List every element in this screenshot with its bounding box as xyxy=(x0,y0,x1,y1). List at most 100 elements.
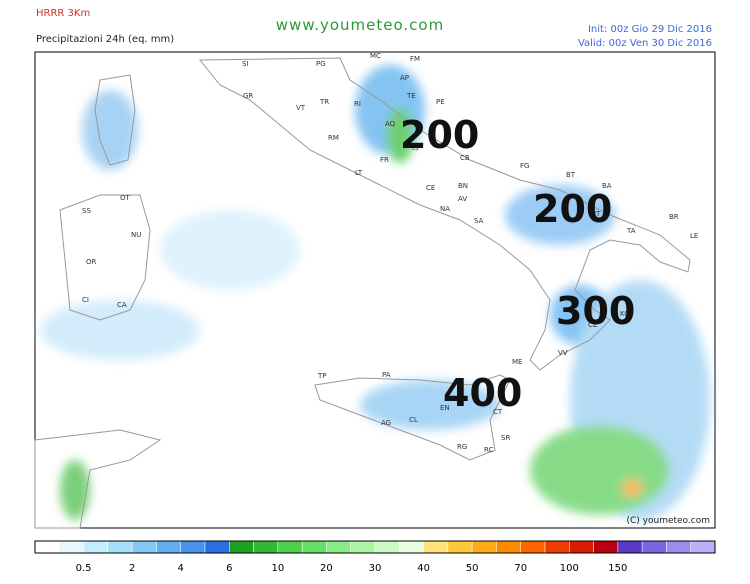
colorbar-swatch xyxy=(156,540,181,554)
precip-area xyxy=(82,90,138,170)
place-label: RI xyxy=(354,100,361,108)
place-label: NA xyxy=(440,205,450,213)
place-label: PA xyxy=(382,371,391,379)
colorbar-label: 70 xyxy=(514,563,527,574)
place-label: AG xyxy=(381,419,391,427)
place-labels: SI PG MC FM AP GR TR VT RI TE PE AQ RM IS CB FR LT CE BN FG… xyxy=(82,52,698,454)
place-label: KC xyxy=(620,310,629,318)
precip-area xyxy=(60,460,90,520)
valid: Valid: 00z Ven 30 Dic 2016 xyxy=(578,38,712,49)
place-label: IS xyxy=(412,144,419,152)
colorbar-label: 4 xyxy=(178,563,184,574)
place-label: LT xyxy=(355,169,363,177)
place-label: CI xyxy=(82,296,89,304)
colorbar-swatch xyxy=(131,540,157,554)
colorbar-swatch xyxy=(180,540,206,554)
place-label: GR xyxy=(243,92,253,100)
place-label: TE xyxy=(406,92,416,100)
place-label: SA xyxy=(474,217,484,225)
place-label: OR xyxy=(86,258,97,266)
copyright: (C) youmeteo.com xyxy=(626,516,710,526)
precip-area xyxy=(40,300,200,360)
colorbar: 0.5 2 4 6 10 20 30 40 50 70 100 150 xyxy=(34,540,716,574)
precip-area xyxy=(386,107,414,163)
annotation: 200 xyxy=(400,113,479,157)
init: Init: 00z Gio 29 Dic 2016 xyxy=(588,24,712,35)
corsica xyxy=(94,74,136,166)
place-label: BT xyxy=(566,171,576,179)
field: Precipitazioni 24h (eq. mm) xyxy=(36,34,174,45)
colorbar-swatch xyxy=(374,540,400,554)
annotation: 200 xyxy=(533,187,612,231)
colorbar-swatch xyxy=(544,540,570,554)
model: HRRR 3Km xyxy=(36,8,90,19)
colorbar-swatch xyxy=(641,540,667,554)
place-label: BR xyxy=(669,213,679,221)
colorbar-swatch xyxy=(350,540,376,554)
place-label: FR xyxy=(380,156,389,164)
place-label: EN xyxy=(440,404,450,412)
place-label: CL xyxy=(409,416,418,424)
africa xyxy=(34,429,162,529)
place-label: PE xyxy=(436,98,445,106)
colorbar-swatch xyxy=(83,540,109,554)
colorbar-swatch xyxy=(326,540,351,554)
colorbar-swatch xyxy=(447,540,473,554)
place-label: AP xyxy=(400,74,409,82)
place-label: MC xyxy=(370,52,381,60)
precip-area xyxy=(160,210,300,290)
colorbar-swatch xyxy=(253,540,279,554)
precip-area xyxy=(505,185,615,245)
colorbar-label: 50 xyxy=(466,563,479,574)
annotation: 400 xyxy=(443,371,522,415)
colorbar-label: 20 xyxy=(320,563,333,574)
colorbar-frame xyxy=(34,540,716,554)
place-label: CT xyxy=(493,408,503,416)
place-label: CB xyxy=(460,154,470,162)
place-label: SS xyxy=(82,207,91,215)
place-label: BN xyxy=(458,182,468,190)
place-label: PG xyxy=(316,60,326,68)
place-label: ME xyxy=(512,358,522,366)
colorbar-swatch xyxy=(277,540,303,554)
colorbar-label: 10 xyxy=(271,563,284,574)
colorbar-label: 30 xyxy=(369,563,382,574)
place-label: FG xyxy=(520,162,529,170)
colorbar-swatch xyxy=(59,540,84,554)
sardinia xyxy=(59,194,151,321)
place-label: CE xyxy=(426,184,435,192)
place-label: FM xyxy=(410,55,420,63)
colorbar-swatch xyxy=(593,540,619,554)
place-label: SR xyxy=(501,434,510,442)
colorbar-label: 100 xyxy=(560,563,579,574)
annotation: 300 xyxy=(556,289,635,333)
place-label: NU xyxy=(131,231,141,239)
place-label: SI xyxy=(242,60,249,68)
precip xyxy=(40,65,710,520)
place-label: TP xyxy=(317,372,327,380)
place-label: TR xyxy=(319,98,329,106)
place-label: VV xyxy=(558,349,568,357)
place-label: LE xyxy=(690,232,698,240)
precip-area xyxy=(622,480,642,496)
precip-area xyxy=(530,425,670,515)
place-label: CA xyxy=(117,301,127,309)
place-label: OT xyxy=(120,194,131,202)
land xyxy=(34,57,691,529)
colorbar-swatch xyxy=(617,540,643,554)
place-label: MT xyxy=(590,210,601,218)
place-label: BA xyxy=(602,182,612,190)
place-label: AV xyxy=(458,195,467,203)
sicily xyxy=(314,374,511,461)
place-label: RC xyxy=(484,446,494,454)
colorbar-swatch xyxy=(301,540,327,554)
place-label: AQ xyxy=(385,120,396,128)
colorbar-swatch xyxy=(423,540,449,554)
colorbar-label: 0.5 xyxy=(76,563,92,574)
place-label: VT xyxy=(296,104,306,112)
colorbar-swatch xyxy=(34,540,60,554)
colorbar-swatch xyxy=(520,540,546,554)
